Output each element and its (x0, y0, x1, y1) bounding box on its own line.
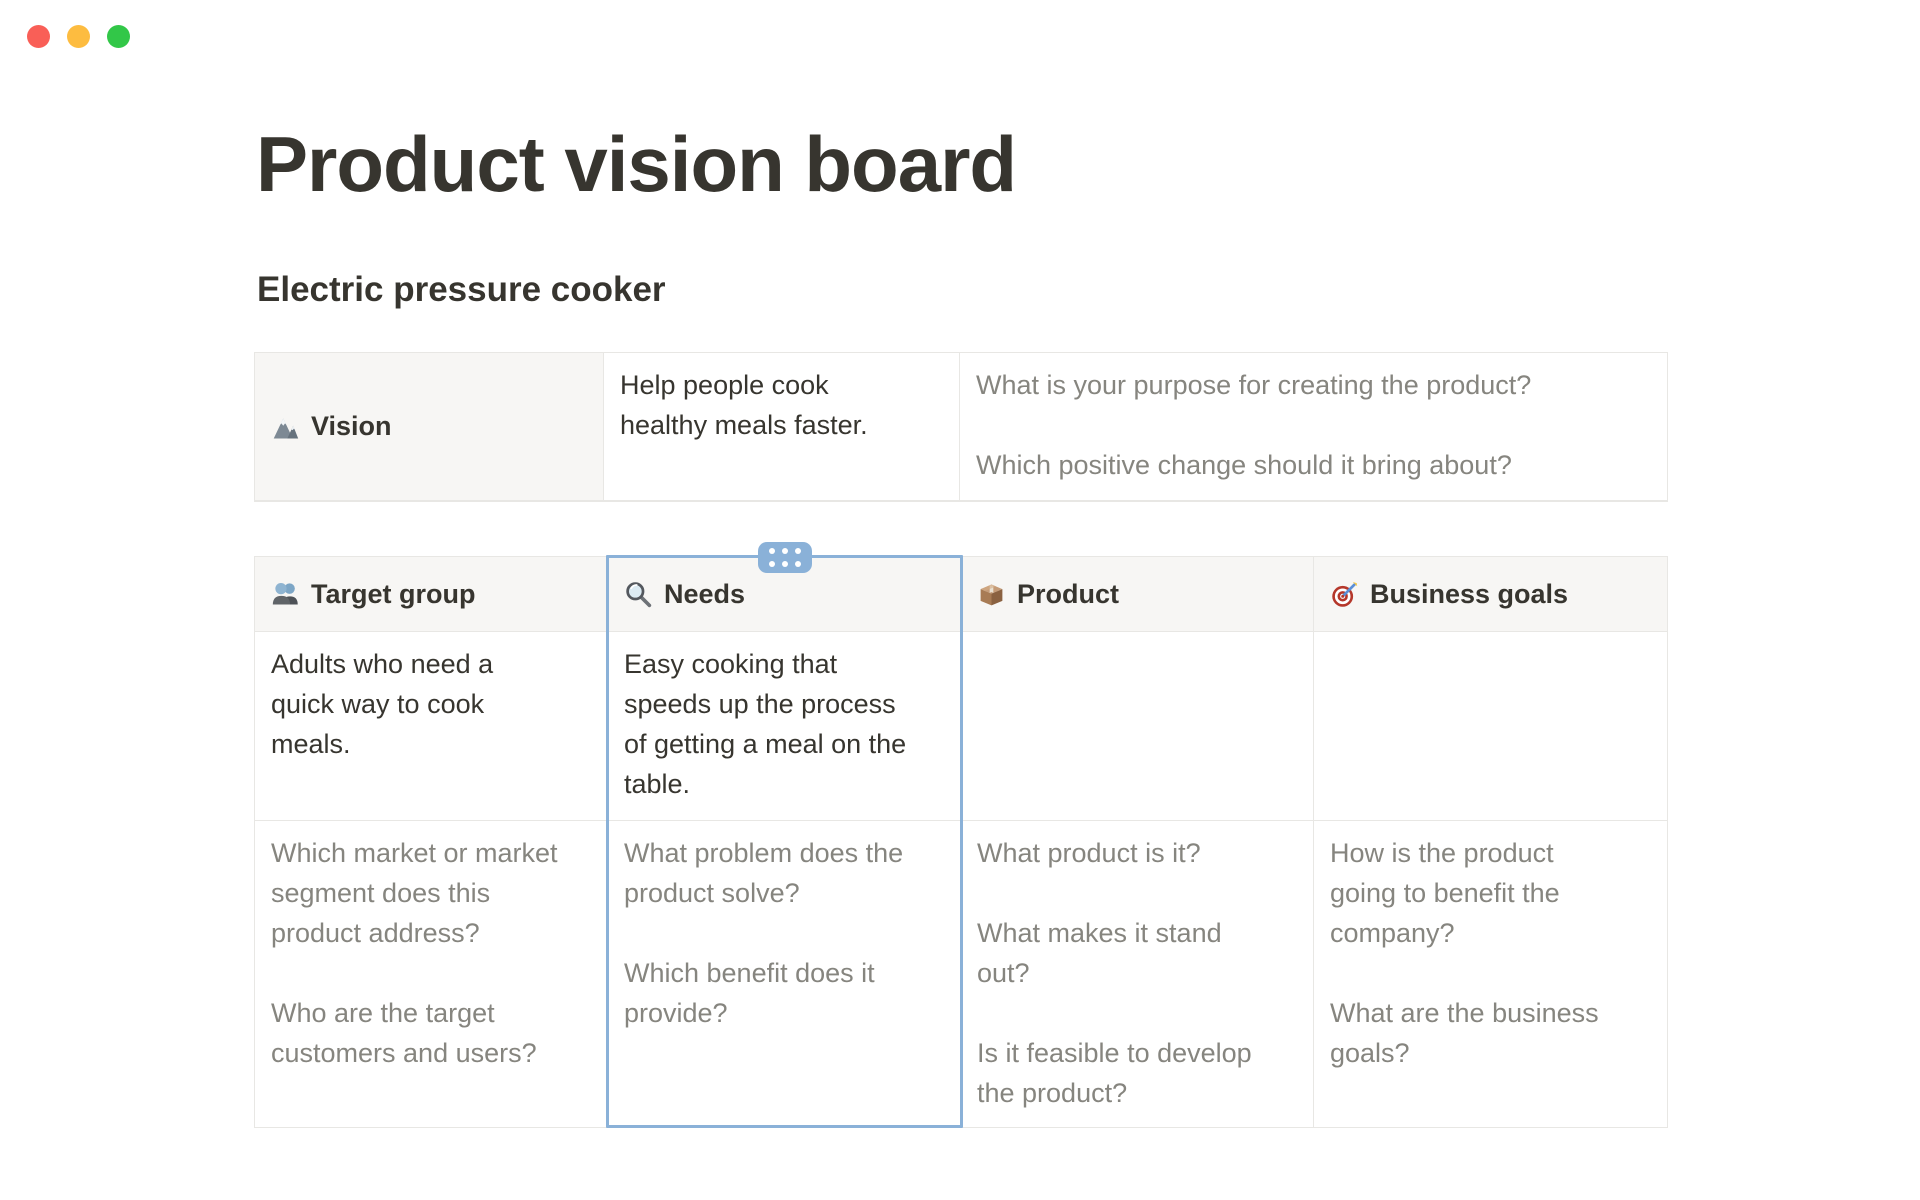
column-header-label: Product (1017, 579, 1120, 609)
questions-cell-product[interactable]: What product is it? What makes it stand … (961, 821, 1314, 1127)
package-icon (977, 580, 1006, 609)
minimize-window-button[interactable] (67, 25, 90, 48)
vision-label: Vision (311, 410, 392, 441)
question-text: What are the business goals? (1330, 998, 1599, 1068)
entry-text: Adults who need a quick way to cook meal… (271, 649, 494, 759)
busts-in-silhouette-icon (271, 580, 300, 609)
vision-question: Which positive change should it bring ab… (976, 450, 1512, 480)
page-title: Product vision board (256, 120, 1017, 208)
page-subtitle: Electric pressure cooker (257, 270, 666, 309)
question-text: Is it feasible to develop the product? (977, 1038, 1252, 1108)
column-header-label: Business goals (1370, 579, 1569, 609)
close-window-button[interactable] (27, 25, 50, 48)
question-text: Which market or market segment does this… (271, 838, 558, 948)
questions-cell-business-goals[interactable]: How is the product going to benefit the … (1314, 821, 1667, 1127)
column-header-business-goals[interactable]: Business goals (1314, 557, 1667, 632)
drag-handle-dots-icon (768, 548, 801, 567)
column-header-label: Needs (664, 579, 746, 609)
entry-text: Easy cooking that speeds up the process … (624, 649, 907, 799)
window-controls (27, 25, 130, 48)
dart-target-icon (1330, 580, 1359, 609)
vision-value: Help people cook healthy meals faster. (620, 370, 868, 440)
question-text: What product is it? (977, 838, 1201, 868)
column-header-label: Target group (311, 579, 476, 609)
vision-questions-cell[interactable]: What is your purpose for creating the pr… (960, 353, 1667, 501)
questions-cell-needs[interactable]: What problem does the product solve? Whi… (608, 821, 961, 1127)
product-vision-board-table: Target group Needs Product (254, 542, 1668, 1128)
vision-table: Vision Help people cook healthy meals fa… (254, 352, 1668, 502)
question-text: Who are the target customers and users? (271, 998, 537, 1068)
column-header-target-group[interactable]: Target group (255, 557, 608, 632)
question-text: What makes it stand out? (977, 918, 1222, 988)
entry-cell-needs[interactable]: Easy cooking that speeds up the process … (608, 632, 961, 821)
vision-value-cell[interactable]: Help people cook healthy meals faster. (604, 353, 960, 501)
entry-cell-product[interactable] (961, 632, 1314, 821)
vision-question: What is your purpose for creating the pr… (976, 370, 1532, 400)
questions-cell-target-group[interactable]: Which market or market segment does this… (255, 821, 608, 1127)
vision-header-cell[interactable]: Vision (255, 353, 604, 501)
maximize-window-button[interactable] (107, 25, 130, 48)
mountain-icon (271, 414, 300, 443)
magnifying-glass-icon (624, 580, 653, 609)
entry-cell-business-goals[interactable] (1314, 632, 1667, 821)
question-text: What problem does the product solve? (624, 838, 904, 908)
column-header-product[interactable]: Product (961, 557, 1314, 632)
question-text: Which benefit does it provide? (624, 958, 875, 1028)
entry-cell-target-group[interactable]: Adults who need a quick way to cook meal… (255, 632, 608, 821)
column-drag-handle[interactable] (757, 542, 812, 573)
question-text: How is the product going to benefit the … (1330, 838, 1560, 948)
